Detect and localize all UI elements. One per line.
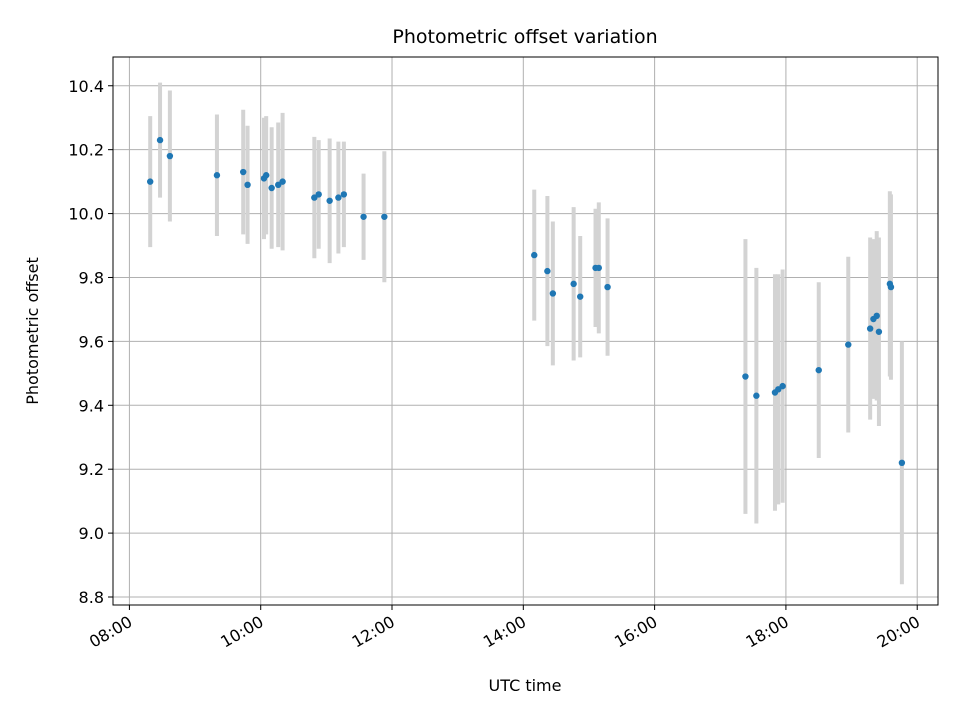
data-point <box>213 172 221 179</box>
data-point <box>360 213 367 220</box>
data-point <box>866 325 874 332</box>
data-point <box>595 264 603 272</box>
plot-frame <box>112 56 939 606</box>
chart-title: Photometric offset variation <box>392 26 657 48</box>
data-point <box>577 293 584 300</box>
data-point <box>742 373 749 380</box>
data-point <box>244 181 251 189</box>
data-point <box>262 172 270 179</box>
data-point <box>240 168 247 176</box>
data-point <box>311 194 318 201</box>
data-point <box>335 194 342 201</box>
y-tick-label: 9.0 <box>79 524 104 543</box>
data-point <box>845 341 852 348</box>
y-tick-label: 9.6 <box>79 332 104 351</box>
data-point <box>544 267 551 275</box>
data-point <box>275 181 282 189</box>
y-axis-label: Photometric offset <box>23 257 42 405</box>
y-tick-label: 9.4 <box>79 396 104 415</box>
data-points <box>147 136 906 467</box>
data-point <box>156 136 164 144</box>
y-tick-label: 10.4 <box>68 77 104 96</box>
data-point <box>326 197 333 204</box>
data-point <box>887 283 895 291</box>
y-tick-label: 9.8 <box>79 268 104 287</box>
data-point <box>604 283 611 291</box>
data-point <box>873 312 880 320</box>
x-axis-label: UTC time <box>489 676 562 695</box>
data-point <box>531 251 538 259</box>
data-point <box>775 386 782 393</box>
grid <box>113 57 938 605</box>
y-tick-label: 8.8 <box>79 588 104 607</box>
data-point <box>279 178 286 185</box>
data-point <box>166 152 174 160</box>
data-point <box>815 366 822 374</box>
data-point <box>898 459 906 467</box>
data-point <box>753 392 760 399</box>
data-point <box>315 191 322 198</box>
data-point <box>147 178 154 185</box>
data-point <box>549 290 557 297</box>
y-tick-label: 10.2 <box>68 141 104 160</box>
data-point <box>381 213 388 220</box>
data-point <box>570 280 577 288</box>
data-point <box>779 382 786 390</box>
y-tick-label: 9.2 <box>79 460 104 479</box>
data-point <box>340 191 348 198</box>
data-point <box>875 328 883 335</box>
y-tick-label: 10.0 <box>68 205 104 224</box>
data-point <box>268 184 275 192</box>
